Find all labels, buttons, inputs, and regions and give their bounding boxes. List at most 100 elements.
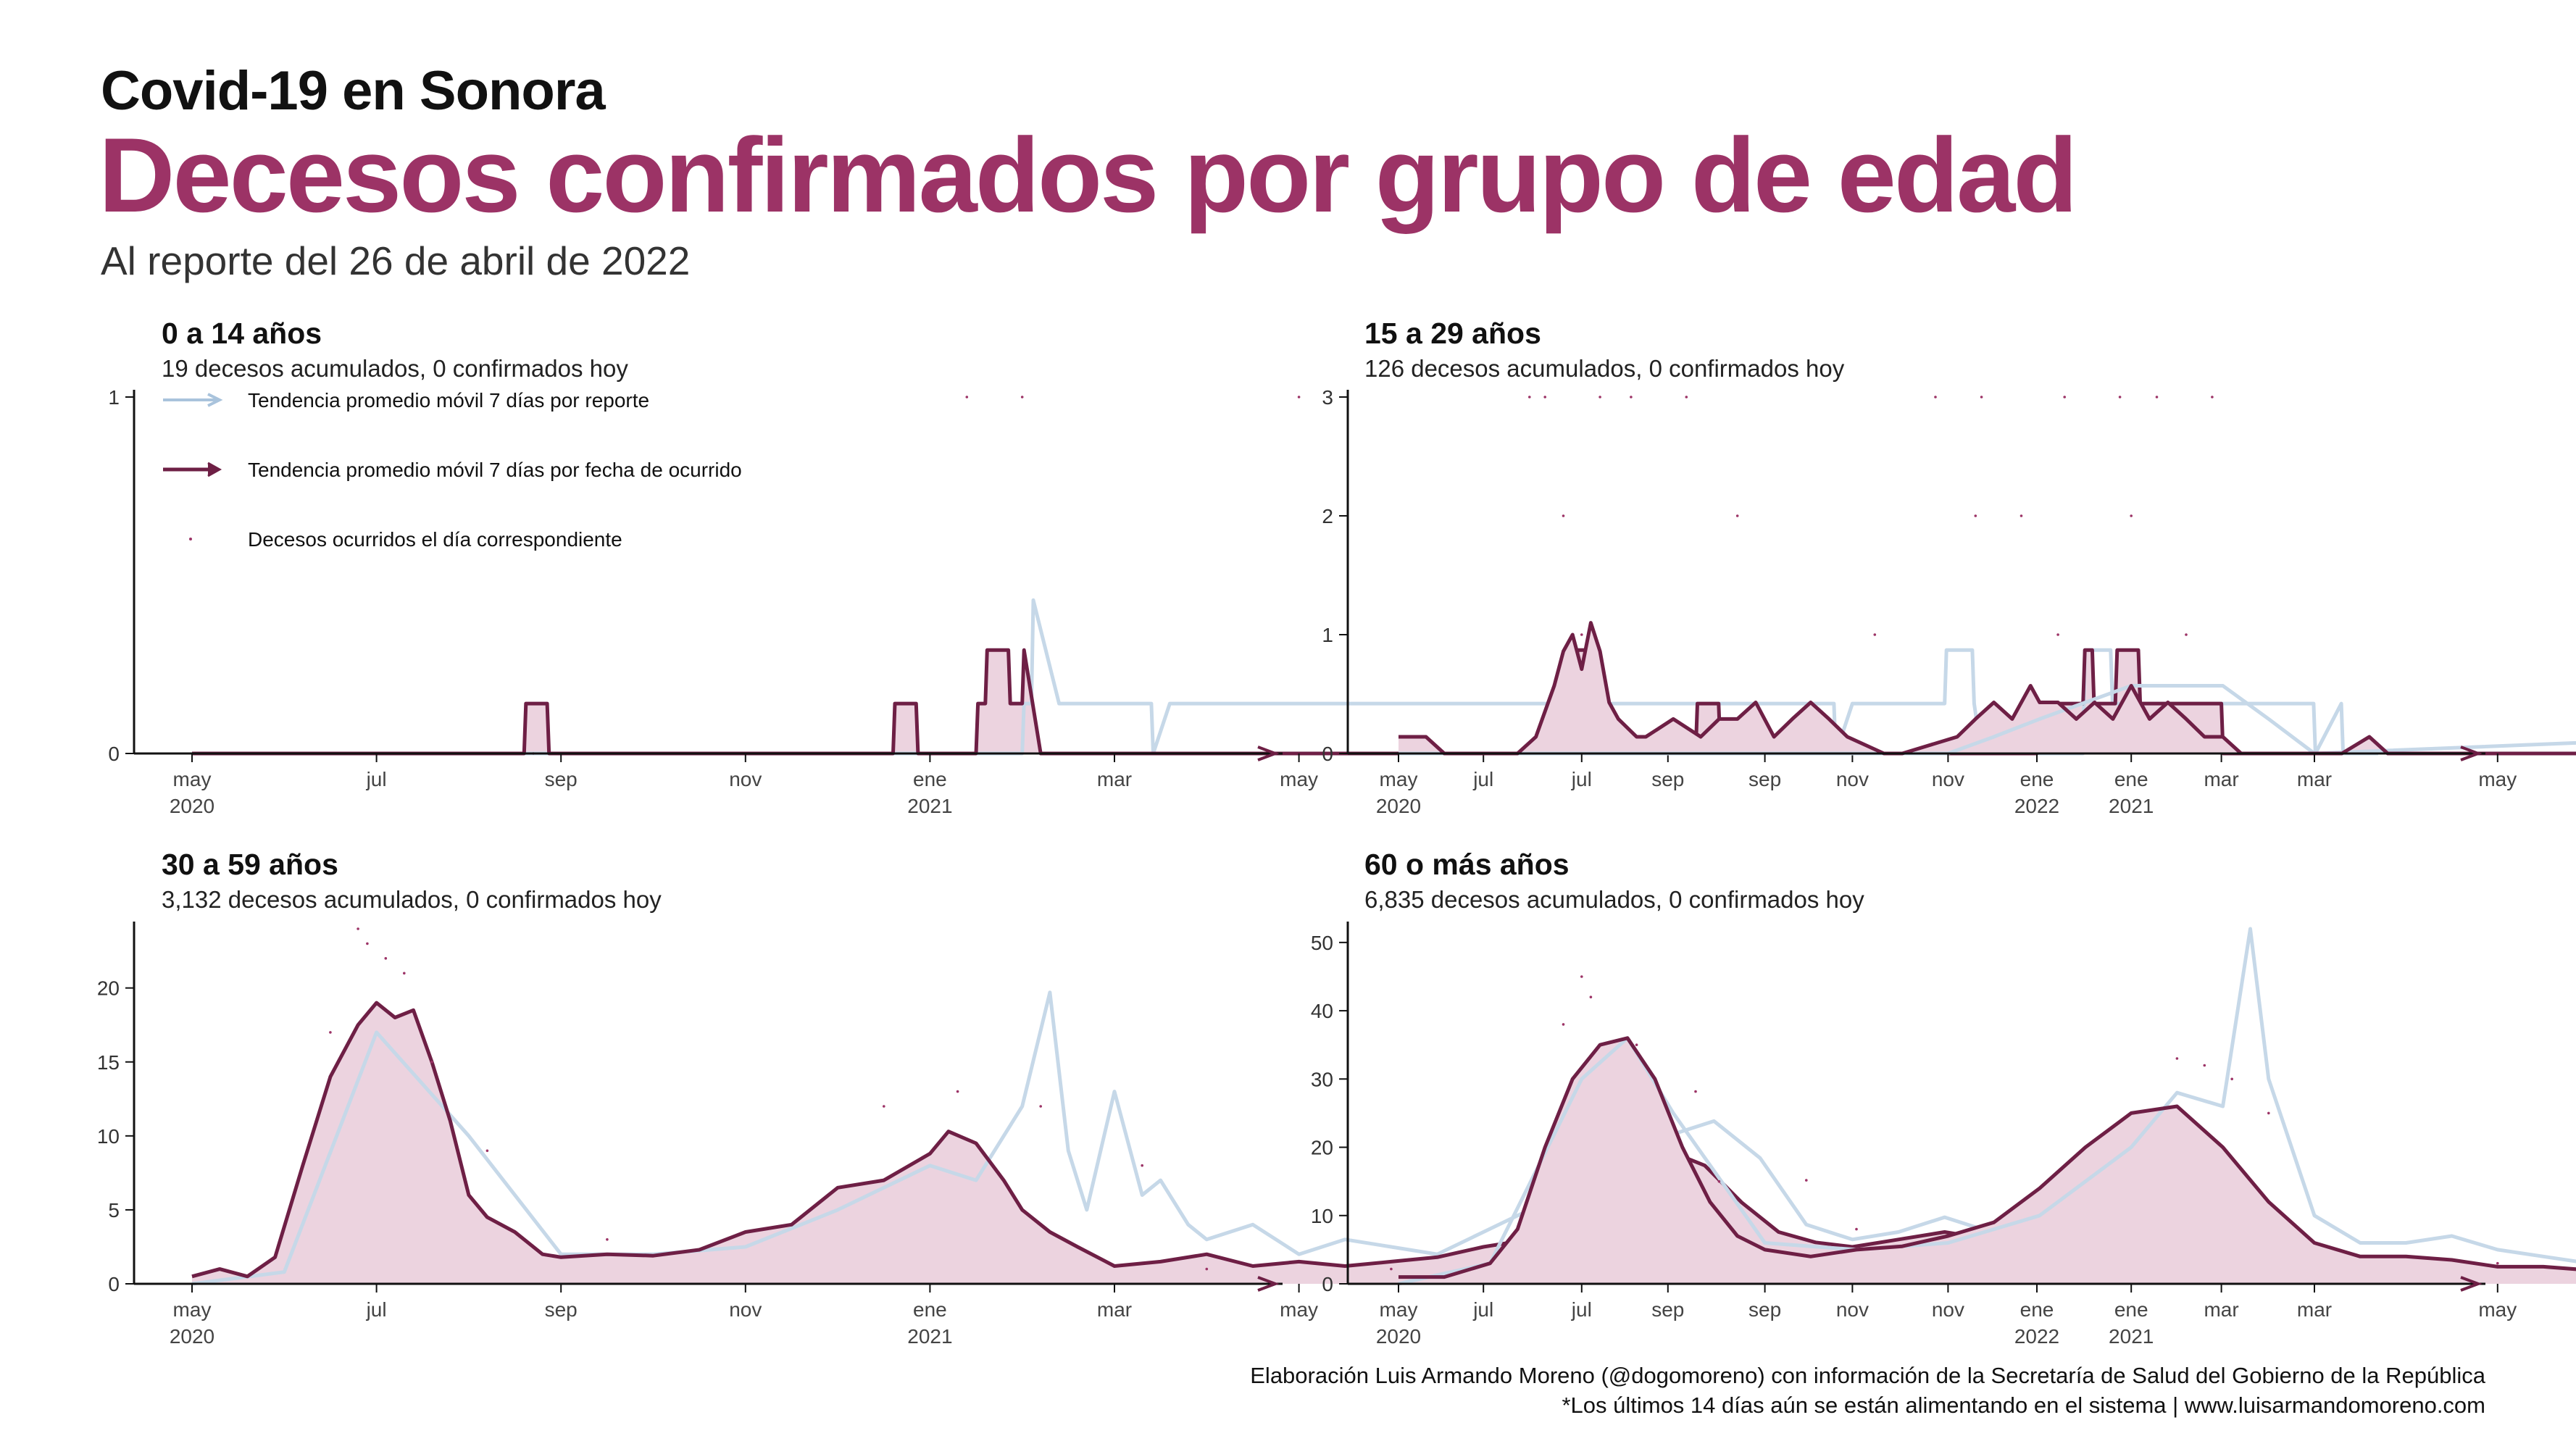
y-tick-label: 5 <box>108 1199 120 1222</box>
daily-death-point <box>1635 1043 1638 1046</box>
daily-death-point <box>1980 396 1983 398</box>
daily-death-point <box>2496 1261 2499 1265</box>
daily-death-point <box>357 927 359 930</box>
x-tick-label: sep <box>1651 768 1684 790</box>
caption-credit: Elaboración Luis Armando Moreno (@dogomo… <box>1250 1363 2485 1388</box>
panel-title: 60 o más años <box>1364 848 1570 881</box>
x-tick-label: jul <box>1571 768 1592 790</box>
y-tick-label: 20 <box>97 977 120 1000</box>
x-tick-label: nov <box>729 1298 762 1321</box>
x-tick-year-label: 2020 <box>1376 1325 1421 1348</box>
x-tick-label: mar <box>2204 1298 2238 1321</box>
daily-death-point <box>2185 633 2188 636</box>
caption: Elaboración Luis Armando Moreno (@dogomo… <box>1250 1361 2485 1420</box>
daily-death-point <box>2211 396 2214 398</box>
panel-title: 0 a 14 años <box>162 317 322 350</box>
x-tick-label: mar <box>2297 768 2332 790</box>
x-tick-label: nov <box>1836 1298 1869 1321</box>
report-trend-line <box>1398 927 2576 1286</box>
daily-death-point <box>430 1061 433 1064</box>
daily-death-point <box>2118 396 2122 398</box>
daily-death-point <box>1589 995 1593 998</box>
x-tick-label: may <box>2478 768 2517 790</box>
daily-death-point <box>965 396 969 398</box>
chart-legend: Tendencia promedio móvil 7 días por repo… <box>163 389 742 551</box>
x-axis-arrow <box>1257 1276 1280 1292</box>
daily-death-point <box>1974 514 1977 517</box>
x-tick-label: sep <box>1748 1298 1781 1321</box>
daily-death-point <box>1630 396 1633 398</box>
daily-death-point <box>2019 514 2023 517</box>
daily-death-point <box>1020 396 1024 398</box>
daily-death-point <box>329 1031 332 1034</box>
x-tick-year-label: 2020 <box>1376 795 1421 817</box>
daily-death-point <box>1685 396 1688 398</box>
report-trend-line <box>192 598 2378 756</box>
x-axis-arrow <box>2460 746 2483 761</box>
x-tick-label: mar <box>1097 768 1132 790</box>
daily-death-point <box>1934 396 1937 398</box>
legend-point-marker <box>189 538 192 540</box>
panel-title: 15 a 29 años <box>1364 317 1541 350</box>
daily-death-point <box>883 1105 885 1108</box>
chart-panel-3: 0 10 20 30 40 50 may 2020 jul sep nov ene 2021 mar may… <box>1311 922 2576 1348</box>
daily-death-point <box>1805 1179 1808 1182</box>
daily-death-point <box>2063 396 2066 398</box>
daily-death-point <box>2155 396 2159 398</box>
x-tick-label: jul <box>1571 1298 1592 1321</box>
x-tick-year-label: 2020 <box>170 1325 214 1348</box>
y-tick-label: 3 <box>1322 386 1333 409</box>
y-tick-label: 2 <box>1322 505 1333 527</box>
x-tick-label: jul <box>1472 1298 1493 1321</box>
daily-death-point <box>1562 514 1565 517</box>
occurrence-area <box>1399 1037 2576 1284</box>
x-tick-label: may <box>1380 1298 1418 1321</box>
daily-death-point <box>1390 1267 1393 1271</box>
panel-subtitle: 126 decesos acumulados, 0 confirmados ho… <box>1364 355 1845 382</box>
daily-death-point <box>1543 396 1546 398</box>
y-tick-label: 0 <box>1322 1273 1333 1295</box>
y-tick-label: 1 <box>1322 624 1333 646</box>
daily-death-point <box>1873 633 1877 636</box>
x-tick-year-label: 2022 <box>2014 1325 2059 1348</box>
x-tick-label: mar <box>2297 1298 2332 1321</box>
daily-death-point <box>485 1149 489 1153</box>
daily-death-point <box>1598 396 1601 398</box>
x-tick-label: sep <box>545 768 578 790</box>
x-tick-label: ene <box>2020 1298 2054 1321</box>
daily-death-point <box>956 1090 959 1093</box>
x-tick-year-label: 2021 <box>2109 1325 2154 1348</box>
panel-subtitle: 6,835 decesos acumulados, 0 confirmados … <box>1364 886 1864 913</box>
daily-death-point <box>1580 633 1583 636</box>
daily-death-point <box>1580 975 1583 978</box>
x-tick-year-label: 2021 <box>907 795 952 817</box>
daily-death-point <box>2230 1077 2233 1081</box>
x-tick-label: ene <box>913 768 947 790</box>
legend-occurrence-arrow <box>207 462 222 477</box>
panel-header-15-29: 15 a 29 años 126 decesos acumulados, 0 c… <box>1364 317 1844 383</box>
legend-report-arrow <box>207 393 223 407</box>
panel-subtitle: 3,132 decesos acumulados, 0 confirmados … <box>162 886 662 913</box>
x-tick-label: sep <box>545 1298 578 1321</box>
x-axis-arrow <box>2460 1276 2483 1292</box>
daily-death-point <box>1735 514 1739 517</box>
daily-death-point <box>384 957 388 960</box>
x-tick-label: may <box>1280 1298 1318 1321</box>
y-tick-label: 20 <box>1311 1137 1333 1159</box>
daily-death-point <box>1141 1164 1143 1167</box>
x-tick-label: sep <box>1748 768 1781 790</box>
x-tick-label: may <box>1280 768 1318 790</box>
occurrence-trend-line <box>1399 1036 2576 1279</box>
daily-death-point <box>2267 1111 2270 1115</box>
daily-death-point <box>1297 396 1301 398</box>
x-tick-label: ene <box>913 1298 947 1321</box>
y-tick-label: 50 <box>1311 932 1333 954</box>
x-tick-label: ene <box>2020 768 2054 790</box>
occurrence-area <box>1399 622 2576 753</box>
x-tick-label: may <box>2478 1298 2517 1321</box>
daily-death-point <box>1205 1267 1209 1271</box>
chart-panel-1: 0 1 2 3 may 2020 jul sep nov ene 2021 mar may jul sep n… <box>1322 386 2576 817</box>
daily-death-point <box>1855 1227 1858 1231</box>
kicker: Covid-19 en Sonora <box>101 60 606 122</box>
panel-header-0-14: 0 a 14 años 19 decesos acumulados, 0 con… <box>162 317 628 383</box>
